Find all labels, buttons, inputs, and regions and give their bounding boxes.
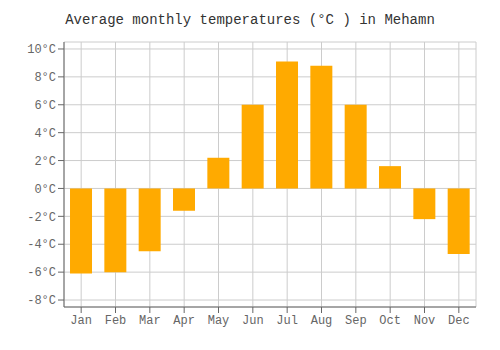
svg-text:Oct: Oct [379,314,401,328]
svg-text:Jun: Jun [242,314,264,328]
svg-text:6°C: 6°C [34,99,56,113]
svg-text:-8°C: -8°C [27,294,56,308]
svg-text:Apr: Apr [173,314,195,328]
svg-text:8°C: 8°C [34,71,56,85]
svg-text:Feb: Feb [105,314,127,328]
svg-text:Aug: Aug [311,314,333,328]
svg-text:10°C: 10°C [27,43,56,57]
svg-text:Nov: Nov [414,314,436,328]
svg-text:Sep: Sep [345,314,367,328]
svg-text:Dec: Dec [448,314,470,328]
svg-text:4°C: 4°C [34,127,56,141]
svg-text:-6°C: -6°C [27,266,56,280]
svg-text:2°C: 2°C [34,155,56,169]
svg-text:Jul: Jul [276,314,298,328]
svg-text:Jan: Jan [70,314,92,328]
svg-text:0°C: 0°C [34,183,56,197]
html-text:Average monthly temperatures (: Average monthly temperatures (°C ) in Me… [65,12,435,28]
svg-text:-2°C: -2°C [27,211,56,225]
svg-text:-4°C: -4°C [27,238,56,252]
svg-text:Mar: Mar [139,314,161,328]
svg-text:May: May [208,314,230,328]
